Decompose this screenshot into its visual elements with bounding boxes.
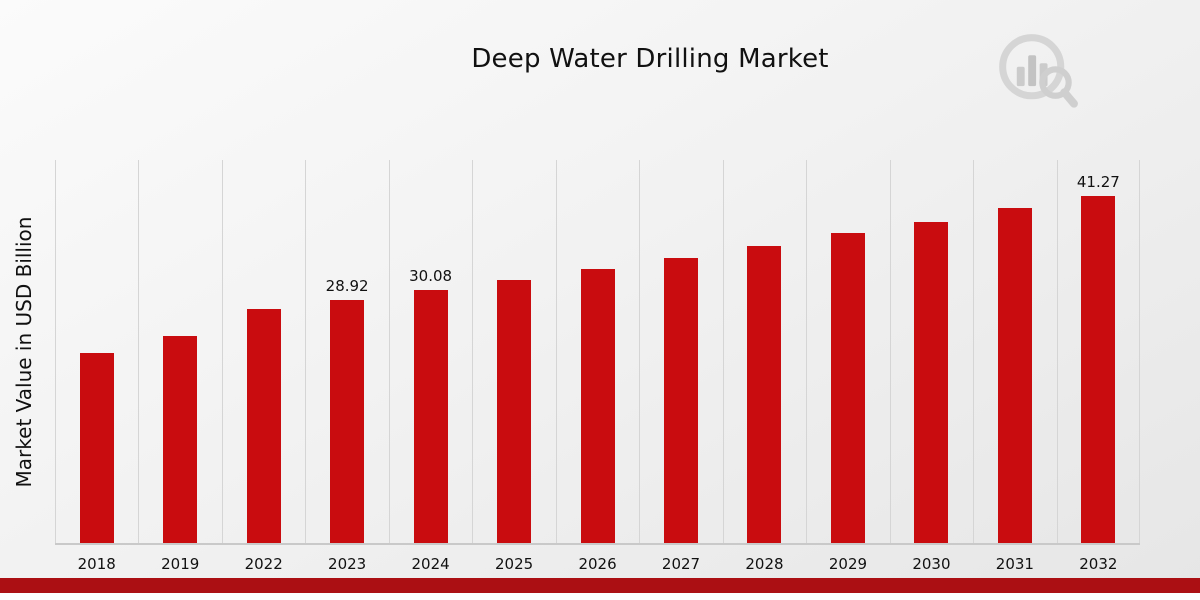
x-tick-label-2032: 2032 [1079, 555, 1118, 573]
bar-2019 [163, 335, 198, 543]
plot-area: 2018 2019 2022 28.92 2023 30.08 2024 2025 2026 20… [55, 160, 1140, 573]
footer-red-band [0, 578, 1200, 593]
bar-value-label-2024: 30.08 [409, 266, 453, 285]
bar-group-2019: 2019 [138, 160, 221, 573]
brand-logo [993, 28, 1081, 116]
gridline [1139, 160, 1140, 543]
bar-group-2025: 2025 [472, 160, 555, 573]
x-tick-label-2024: 2024 [411, 555, 450, 573]
x-tick-label-2025: 2025 [494, 555, 534, 573]
gridline [639, 160, 641, 543]
x-tick-label-2029: 2029 [828, 555, 868, 573]
x-tick-label-2027: 2027 [661, 555, 701, 573]
bar-group-2023: 28.92 2023 [305, 160, 388, 573]
x-tick-label-2028: 2028 [745, 555, 784, 573]
x-tick-label-2030: 2030 [912, 555, 951, 573]
bar-2025 [497, 279, 532, 543]
bar-group-2027: 2027 [639, 160, 722, 573]
gridline [55, 160, 56, 543]
y-axis-label: Market Value in USD Billion [12, 216, 36, 488]
bar-group-2024: 30.08 2024 [389, 160, 472, 573]
x-tick-label-2022: 2022 [244, 555, 283, 573]
gridline [889, 160, 891, 543]
gridline [973, 160, 975, 543]
bar-2027 [664, 257, 699, 543]
chart-title: Deep Water Drilling Market [471, 44, 829, 74]
bar-group-2032: 41.27 2032 [1057, 160, 1140, 573]
gridline [472, 160, 474, 543]
bar-2022 [246, 309, 281, 543]
gridline [388, 160, 390, 543]
bar-2018 [79, 352, 114, 543]
bar-group-2018: 2018 [55, 160, 138, 573]
bar-2029 [830, 233, 865, 543]
bar-2024 [413, 289, 448, 543]
gridline [305, 160, 307, 543]
x-tick-label-2023: 2023 [328, 555, 367, 573]
bar-group-2031: 2031 [973, 160, 1056, 573]
bar-group-2026: 2026 [556, 160, 639, 573]
bar-group-2029: 2029 [806, 160, 889, 573]
bar-2028 [747, 245, 782, 543]
gridline [555, 160, 557, 543]
x-tick-label-2018: 2018 [77, 555, 116, 573]
gridline [138, 160, 140, 543]
x-tick-label-2019: 2019 [161, 555, 200, 573]
bar-2031 [997, 207, 1032, 543]
bar-chart-magnifier-icon [999, 34, 1078, 108]
gridline [722, 160, 724, 543]
bar-2030 [914, 222, 949, 543]
bar-group-2022: 2022 [222, 160, 305, 573]
bar-value-label-2023: 28.92 [325, 276, 369, 295]
bar-2023 [330, 299, 365, 543]
gridline [806, 160, 808, 543]
bar-2026 [580, 268, 615, 543]
x-tick-label-2026: 2026 [578, 555, 617, 573]
x-tick-label-2031: 2031 [995, 555, 1034, 573]
bar-2032 [1081, 195, 1116, 543]
bar-group-2030: 2030 [890, 160, 973, 573]
footer-margin [0, 593, 1200, 600]
gridline [221, 160, 223, 543]
bar-value-label-2032: 41.27 [1076, 172, 1120, 191]
bar-group-2028: 2028 [723, 160, 806, 573]
gridline [1056, 160, 1058, 543]
